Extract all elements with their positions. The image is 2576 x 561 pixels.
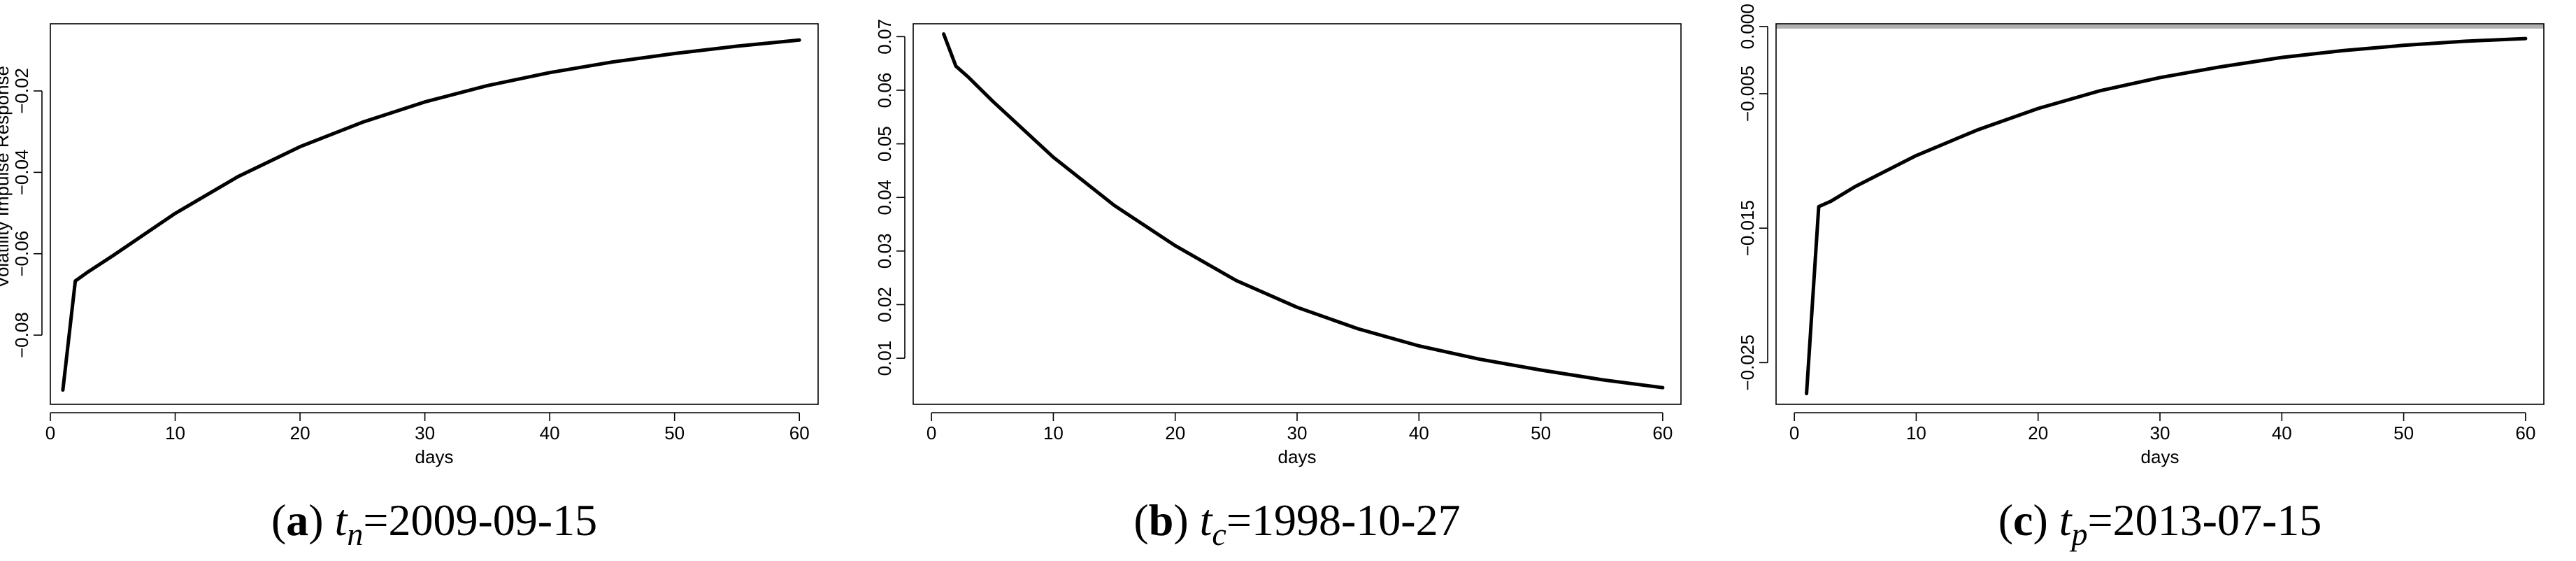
- x-tick-label: 50: [1531, 422, 1551, 443]
- x-tick-label: 60: [789, 422, 810, 443]
- x-tick-label: 40: [2272, 422, 2292, 443]
- caption-letter: c: [2013, 495, 2033, 545]
- caption-value: =1998-10-27: [1226, 495, 1461, 545]
- caption-value: =2013-07-15: [2088, 495, 2322, 545]
- caption-close-paren: ): [2033, 495, 2059, 545]
- x-tick-label: 50: [2393, 422, 2414, 443]
- caption-value: =2009-09-15: [363, 495, 597, 545]
- y-tick-label: −0.015: [1737, 200, 1758, 256]
- x-tick-label: 20: [1165, 422, 1185, 443]
- caption-subscript: p: [2070, 516, 2088, 552]
- x-tick-label: 30: [415, 422, 435, 443]
- chart-panel-a: 0 10 20 30 40 50 60 days −0.08 −0.06 −0.04 −0.02Vol…: [0, 23, 819, 552]
- y-tick-label: 0.01: [874, 341, 895, 376]
- chart-panel-b: 0 10 20 30 40 50 60 days 0.01 0.02 0.03 0.04 0.05 0.0…: [874, 19, 1682, 552]
- x-tick-label: 40: [540, 422, 560, 443]
- x-tick-label: 0: [1789, 422, 1799, 443]
- chart-panel-c: 0 10 20 30 40 50 60 days −0.025 −0.015 −0.005 0.000…: [1737, 3, 2545, 552]
- caption-open-paren: (: [271, 495, 286, 545]
- x-tick-label: 60: [2515, 422, 2535, 443]
- y-tick-label: 0.06: [874, 73, 895, 108]
- x-axis-label: days: [415, 446, 454, 467]
- caption-letter: a: [286, 495, 308, 545]
- panel-caption: (a) tn=2009-09-15: [271, 495, 597, 552]
- y-tick-label: −0.005: [1737, 66, 1758, 122]
- y-tick-label: 0.07: [874, 19, 895, 55]
- plot-frame: [913, 23, 1682, 405]
- x-tick-label: 30: [1287, 422, 1308, 443]
- caption-variable: t: [1200, 495, 1214, 545]
- caption-variable: t: [2059, 495, 2073, 545]
- panel-caption: (b) tc=1998-10-27: [1133, 495, 1460, 552]
- x-tick-label: 30: [2150, 422, 2170, 443]
- series-line: [61, 38, 801, 392]
- x-tick-label: 0: [45, 422, 55, 443]
- caption-open-paren: (: [1133, 495, 1148, 545]
- caption-close-paren: ): [308, 495, 334, 545]
- y-tick-label: 0.05: [874, 126, 895, 162]
- x-axis-label: days: [2141, 446, 2180, 467]
- series-line: [1805, 36, 2528, 396]
- x-tick-label: 10: [165, 422, 185, 443]
- x-tick-label: 40: [1409, 422, 1429, 443]
- y-tick-label: 0.02: [874, 287, 895, 322]
- caption-open-paren: (: [1998, 495, 2013, 545]
- caption-letter: b: [1149, 495, 1174, 545]
- y-tick-label: −0.08: [11, 312, 32, 358]
- x-tick-label: 20: [2028, 422, 2048, 443]
- x-tick-label: 60: [1652, 422, 1673, 443]
- y-axis-label: Volatility Impulse Response: [0, 66, 13, 288]
- y-tick-label: 0.000: [1737, 3, 1758, 49]
- caption-variable: t: [335, 495, 349, 545]
- caption-subscript: c: [1212, 516, 1226, 552]
- x-tick-label: 10: [1043, 422, 1064, 443]
- caption-close-paren: ): [1173, 495, 1199, 545]
- plot-frame: [50, 23, 819, 405]
- panel-caption: (c) tp=2013-07-15: [1998, 495, 2322, 552]
- x-tick-label: 10: [1906, 422, 1926, 443]
- y-tick-label: 0.03: [874, 234, 895, 269]
- x-tick-label: 0: [926, 422, 936, 443]
- y-tick-label: −0.02: [11, 68, 32, 114]
- x-tick-label: 50: [664, 422, 685, 443]
- plot-frame: [1775, 23, 2545, 405]
- y-tick-label: −0.025: [1737, 334, 1758, 390]
- y-tick-label: 0.04: [874, 180, 895, 215]
- caption-subscript: n: [347, 516, 363, 552]
- series-line: [942, 32, 1665, 390]
- x-axis-label: days: [1278, 446, 1317, 467]
- x-tick-label: 20: [290, 422, 310, 443]
- y-tick-label: −0.06: [11, 231, 32, 277]
- y-tick-label: −0.04: [11, 149, 32, 195]
